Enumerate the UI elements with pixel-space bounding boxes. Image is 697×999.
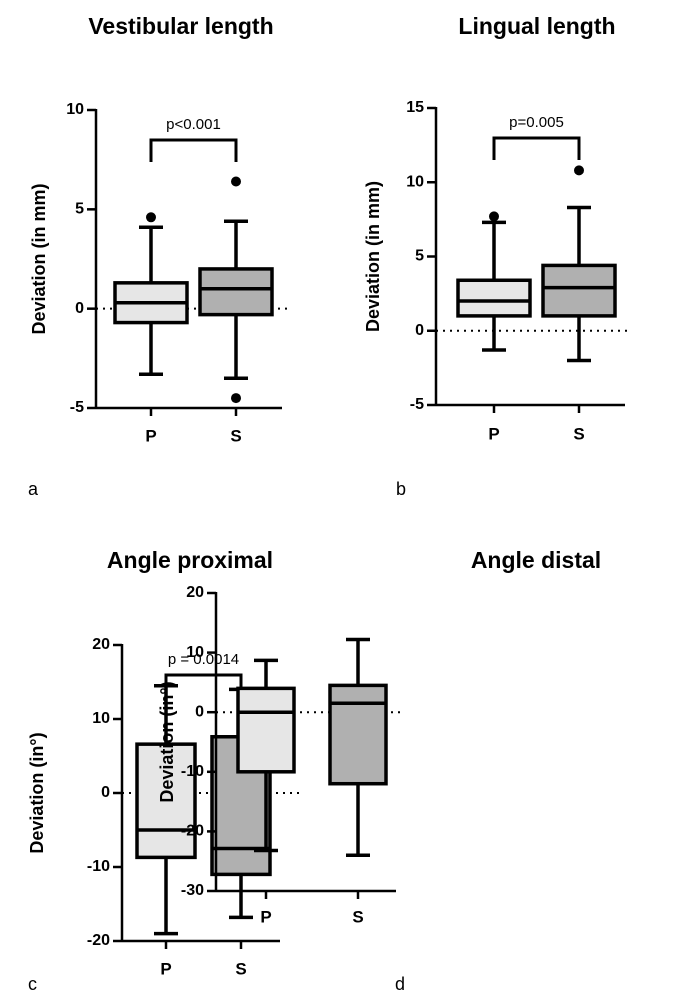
chart-title: Vestibular length	[88, 13, 273, 39]
box	[236, 686, 296, 774]
outlier	[574, 165, 584, 176]
chart-title: Lingual length	[458, 13, 615, 39]
x-tick-label: P	[145, 426, 156, 445]
y-tick-label: 10	[92, 710, 110, 727]
y-tick-label: 20	[186, 584, 204, 601]
y-tick-label: -10	[181, 763, 204, 780]
y-tick-label: -20	[181, 823, 204, 840]
y-tick-label: 0	[195, 703, 204, 720]
y-tick-label: 5	[75, 201, 84, 218]
panel-label: a	[28, 479, 39, 499]
y-tick-label: 10	[66, 101, 84, 118]
y-axis-label: Deviation (in°)	[157, 681, 177, 802]
y-tick-label: -20	[87, 932, 110, 949]
significance-label: p=0.005	[509, 114, 564, 131]
significance-label: p<0.001	[166, 116, 221, 133]
y-tick-label: 0	[75, 300, 84, 317]
y-tick-label: 0	[415, 322, 424, 339]
outlier	[146, 212, 156, 223]
significance-bracket	[164, 673, 243, 697]
box	[328, 683, 388, 786]
x-tick-label: S	[230, 426, 241, 445]
significance-label: p = 0.0014	[168, 651, 239, 668]
box	[456, 278, 532, 318]
panel-label: c	[28, 974, 37, 994]
y-tick-label: -5	[410, 396, 424, 413]
y-tick-label: 20	[92, 636, 110, 653]
panel-label: d	[395, 974, 405, 994]
y-tick-label: -5	[70, 399, 84, 416]
y-tick-label: -30	[181, 882, 204, 899]
x-tick-label: S	[573, 424, 584, 443]
significance-bracket	[149, 138, 238, 162]
y-axis-label: Deviation (in mm)	[363, 181, 383, 332]
outlier	[231, 393, 241, 404]
chart-title: Angle proximal	[107, 547, 273, 573]
x-tick-label: S	[352, 907, 363, 926]
y-axis-label: Deviation (in°)	[27, 732, 47, 853]
y-tick-label: 0	[101, 784, 110, 801]
x-tick-label: P	[260, 907, 271, 926]
box	[541, 263, 617, 318]
y-tick-label: 10	[406, 173, 424, 190]
y-tick-label: 15	[406, 99, 424, 116]
chart-title: Angle distal	[471, 547, 601, 573]
y-tick-label: 10	[186, 644, 204, 661]
x-tick-label: P	[160, 959, 171, 978]
outlier	[231, 176, 241, 187]
x-tick-label: S	[235, 959, 246, 978]
significance-bracket	[492, 136, 581, 160]
y-tick-label: -10	[87, 858, 110, 875]
y-tick-label: 5	[415, 248, 424, 265]
box	[135, 742, 197, 860]
box	[198, 267, 274, 317]
y-axis-label: Deviation (in mm)	[29, 183, 49, 334]
panel-label: b	[396, 479, 406, 499]
x-tick-label: P	[488, 424, 499, 443]
outlier	[489, 211, 499, 222]
